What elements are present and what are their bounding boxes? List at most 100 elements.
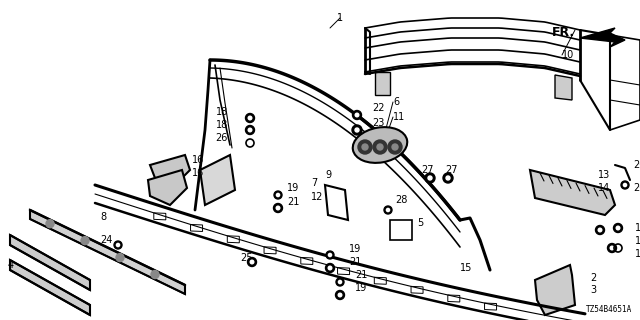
Polygon shape xyxy=(530,170,615,215)
Circle shape xyxy=(276,193,280,196)
Text: 18: 18 xyxy=(216,107,228,117)
Text: 16: 16 xyxy=(192,168,204,178)
Circle shape xyxy=(388,140,402,154)
Polygon shape xyxy=(264,247,276,254)
Text: 22: 22 xyxy=(372,103,385,113)
Circle shape xyxy=(355,128,359,132)
Circle shape xyxy=(616,226,620,230)
Polygon shape xyxy=(411,286,423,293)
Circle shape xyxy=(621,181,629,189)
Text: 3: 3 xyxy=(590,285,596,295)
Circle shape xyxy=(248,128,252,132)
Circle shape xyxy=(614,223,623,233)
Text: 25: 25 xyxy=(240,253,253,263)
Circle shape xyxy=(355,113,359,117)
Text: 11: 11 xyxy=(393,112,405,122)
Text: 20: 20 xyxy=(633,160,640,170)
Text: 19: 19 xyxy=(287,183,300,193)
Circle shape xyxy=(392,144,398,150)
Circle shape xyxy=(335,291,344,300)
Text: 21: 21 xyxy=(349,257,362,267)
Circle shape xyxy=(336,278,344,286)
Circle shape xyxy=(326,251,334,259)
Text: TZ54B4651A: TZ54B4651A xyxy=(586,305,632,314)
Circle shape xyxy=(446,176,450,180)
Text: 19: 19 xyxy=(355,283,367,293)
Polygon shape xyxy=(375,72,390,95)
Text: 27: 27 xyxy=(420,165,433,175)
Circle shape xyxy=(373,140,387,154)
Polygon shape xyxy=(191,224,202,231)
Circle shape xyxy=(328,253,332,257)
Text: 19: 19 xyxy=(349,244,361,254)
Circle shape xyxy=(274,191,282,199)
Text: 8: 8 xyxy=(100,212,106,222)
Circle shape xyxy=(151,270,159,278)
Text: 17: 17 xyxy=(635,223,640,233)
Circle shape xyxy=(428,176,432,180)
Circle shape xyxy=(377,144,383,150)
Circle shape xyxy=(338,293,342,297)
Polygon shape xyxy=(580,28,625,47)
Circle shape xyxy=(610,246,614,250)
Circle shape xyxy=(339,280,342,284)
Text: 17: 17 xyxy=(635,249,640,259)
Circle shape xyxy=(276,206,280,210)
Polygon shape xyxy=(325,185,348,220)
Circle shape xyxy=(362,144,368,150)
Polygon shape xyxy=(484,303,497,310)
Polygon shape xyxy=(154,213,166,220)
Text: 1: 1 xyxy=(337,13,343,23)
Text: 15: 15 xyxy=(460,263,472,273)
Text: 23: 23 xyxy=(372,118,385,128)
Circle shape xyxy=(353,110,362,119)
Circle shape xyxy=(425,173,435,183)
Text: 6: 6 xyxy=(393,97,399,107)
Text: 16: 16 xyxy=(192,155,204,165)
Circle shape xyxy=(443,173,453,183)
Text: 28: 28 xyxy=(395,195,408,205)
Text: 14: 14 xyxy=(598,183,611,193)
Text: 24: 24 xyxy=(100,235,113,245)
Text: 12: 12 xyxy=(311,192,323,202)
Polygon shape xyxy=(227,236,239,243)
Text: 18: 18 xyxy=(216,120,228,130)
Polygon shape xyxy=(337,268,349,275)
Circle shape xyxy=(607,244,616,252)
Text: 20: 20 xyxy=(633,183,640,193)
Polygon shape xyxy=(200,155,235,205)
Circle shape xyxy=(248,258,257,267)
Polygon shape xyxy=(301,258,313,264)
Text: 9: 9 xyxy=(325,170,331,180)
Polygon shape xyxy=(390,220,412,240)
Polygon shape xyxy=(535,265,575,315)
Circle shape xyxy=(81,236,89,244)
Circle shape xyxy=(246,114,255,123)
Polygon shape xyxy=(374,277,387,284)
Text: 17: 17 xyxy=(635,236,640,246)
Text: 7: 7 xyxy=(311,178,317,188)
Circle shape xyxy=(328,266,332,270)
Circle shape xyxy=(273,204,282,212)
Circle shape xyxy=(248,116,252,120)
Circle shape xyxy=(595,226,605,235)
Text: 4: 4 xyxy=(8,260,14,270)
Circle shape xyxy=(623,183,627,187)
Polygon shape xyxy=(555,75,572,100)
Circle shape xyxy=(246,125,255,134)
Text: 26: 26 xyxy=(216,133,228,143)
Circle shape xyxy=(116,244,120,247)
Circle shape xyxy=(384,206,392,214)
Text: 10: 10 xyxy=(562,50,574,60)
Circle shape xyxy=(116,253,124,261)
Circle shape xyxy=(46,220,54,228)
Text: 27: 27 xyxy=(445,165,458,175)
Ellipse shape xyxy=(353,127,407,163)
Circle shape xyxy=(598,228,602,232)
Polygon shape xyxy=(150,155,190,185)
Polygon shape xyxy=(30,210,185,294)
Polygon shape xyxy=(10,235,90,290)
Polygon shape xyxy=(148,170,187,205)
Text: 13: 13 xyxy=(598,170,611,180)
Text: 21: 21 xyxy=(287,197,300,207)
